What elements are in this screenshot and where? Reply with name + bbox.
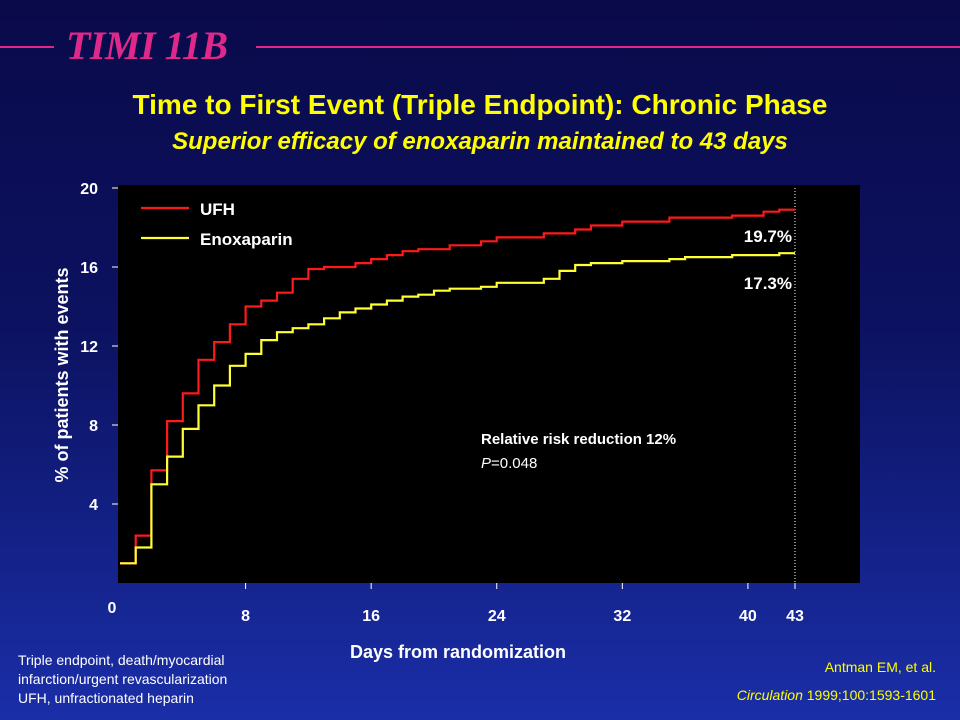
citation-reference: 1999;100:1593-1601 (802, 687, 936, 703)
y-axis-title: % of patients with events (52, 267, 72, 482)
slide-subtitle: Superior efficacy of enoxaparin maintain… (172, 128, 788, 155)
brand-header: TIMI 11B (0, 24, 960, 68)
footnote: Triple endpoint, death/myocardial infarc… (18, 651, 227, 708)
y-tick-label: 16 (80, 260, 98, 277)
citation-authors: Antman EM, et al. (824, 659, 936, 675)
x-tick-label: 24 (488, 608, 506, 625)
plot-area (118, 185, 860, 583)
annotation-p-letter: P (481, 455, 491, 472)
y-tick-label: 20 (80, 181, 98, 198)
legend-label-ufh: UFH (200, 200, 235, 219)
citation-journal: Circulation (736, 687, 803, 703)
x-tick-label: 40 (739, 608, 757, 625)
annotation-p-value: P=0.048 (481, 455, 537, 472)
end-label-ufh: 19.7% (744, 227, 792, 246)
end-label-enoxaparin: 17.3% (744, 274, 792, 293)
annotation-p-number: =0.048 (491, 455, 537, 472)
series-line-ufh (120, 208, 795, 565)
brand-title: TIMI 11B (66, 23, 228, 68)
legend-label-enoxaparin: Enoxaparin (200, 230, 293, 249)
y-tick-label: 4 (89, 497, 98, 514)
origin-tick-label: 0 (108, 600, 117, 617)
footnote-line-3: UFH, unfractionated heparin (18, 690, 194, 706)
annotation-rrr: Relative risk reduction 12% (481, 431, 676, 448)
brand-rule-right (256, 46, 960, 48)
footnote-line-2: infarction/urgent revascularization (18, 671, 228, 687)
slide-title: Time to First Event (Triple Endpoint): C… (132, 89, 828, 120)
footnote-line-1: Triple endpoint, death/myocardial (18, 652, 225, 668)
series-line-enoxaparin (120, 252, 795, 565)
citation: Antman EM, et al. Circulation 1999;100:1… (737, 653, 936, 709)
brand-rule-left (0, 46, 54, 48)
x-tick-label: 16 (362, 608, 380, 625)
y-tick-label: 8 (89, 418, 98, 435)
x-tick-label: 32 (613, 608, 631, 625)
y-tick-label: 12 (80, 339, 98, 356)
x-tick-label: 43 (786, 608, 804, 625)
x-tick-label: 8 (241, 608, 250, 625)
citation-journal-line: Circulation 1999;100:1593-1601 (737, 681, 936, 709)
x-axis-title: Days from randomization (350, 642, 566, 662)
